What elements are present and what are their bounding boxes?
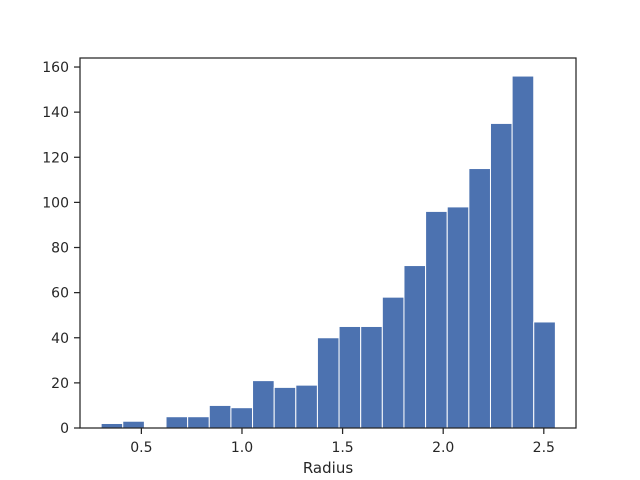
histogram-bar [403,265,427,429]
x-axis-label: Radius [303,459,353,477]
y-tick-label: 40 [51,331,69,347]
histogram-bar [381,296,405,429]
histogram-bar [252,380,275,429]
histogram-bar [122,420,145,429]
histogram-bar [273,386,297,429]
histogram-bar [446,206,470,429]
histogram-bar [425,210,448,429]
x-tick-label: 0.5 [130,440,152,456]
x-axis-ticks: 0.5 1.0 1.5 2.0 2.5 [130,428,555,456]
plot-frame [79,57,577,429]
histogram-bar [165,416,189,429]
histogram-bar [489,122,513,429]
histogram-bar [316,337,340,429]
histogram-bar [187,416,210,429]
y-tick-label: 0 [60,421,69,437]
y-tick-label: 120 [42,150,69,166]
x-tick-label: 1.5 [331,440,353,456]
y-axis-ticks: 0 20 40 60 80 100 120 140 160 [42,60,80,437]
histogram-bar [360,325,383,429]
y-tick-label: 100 [42,195,69,211]
bars-group [100,75,556,429]
histogram-bar [511,75,535,429]
histogram-bar [208,404,232,429]
histogram-bar [468,168,491,429]
x-tick-label: 2.0 [432,440,454,456]
x-tick-label: 1.0 [231,440,253,456]
y-tick-label: 20 [51,376,69,392]
y-tick-label: 140 [42,105,69,121]
y-tick-label: 80 [51,241,69,257]
histogram-bar [338,325,362,429]
histogram-bar [533,321,556,429]
histogram-bar [100,422,124,429]
y-tick-label: 60 [51,286,69,302]
histogram-bar [295,384,318,429]
y-tick-label: 160 [42,60,69,76]
x-tick-label: 2.5 [533,440,555,456]
histogram-bar [230,407,254,429]
